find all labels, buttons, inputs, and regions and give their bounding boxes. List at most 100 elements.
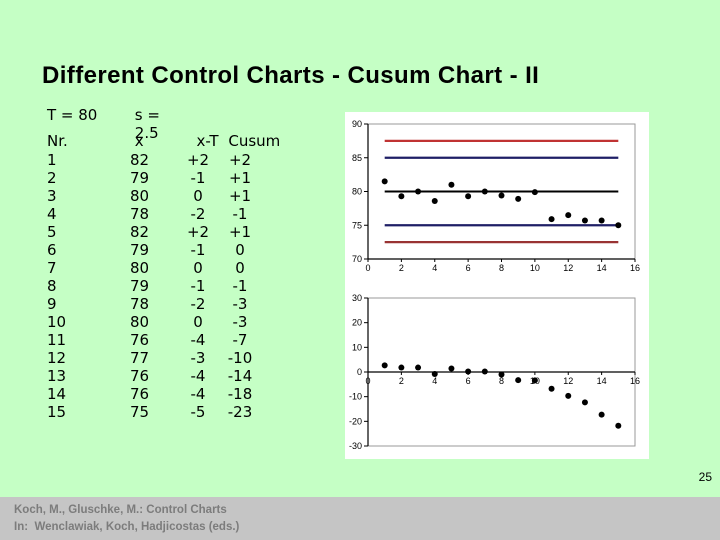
slide-title: Different Control Charts - Cusum Chart -…	[42, 62, 540, 89]
table-cell: 75	[130, 403, 150, 421]
svg-text:2: 2	[399, 376, 404, 386]
table-cell: 12	[47, 349, 67, 367]
footer-publisher: © Springer-Verlag, Berlin Heidelberg 201…	[384, 503, 716, 540]
svg-text:16: 16	[630, 376, 640, 386]
table-row: 8 79 -1 -1	[47, 277, 281, 295]
svg-text:14: 14	[597, 263, 607, 273]
svg-text:6: 6	[466, 263, 471, 273]
table-cell: 0	[235, 259, 245, 277]
table-cell: 78	[130, 295, 150, 313]
table-cell: -1	[232, 205, 248, 223]
table-cell: 7	[47, 259, 57, 277]
table-cell: -2	[190, 205, 206, 223]
table-cell: -3	[190, 349, 206, 367]
table-cell: 14	[47, 385, 67, 403]
svg-text:0: 0	[365, 263, 370, 273]
footer-citation: Koch, M., Gluschke, M.: Control Charts I…	[14, 502, 239, 536]
table-cell: +1	[228, 169, 252, 187]
table-cell: -1	[190, 169, 206, 187]
svg-text:-30: -30	[349, 441, 362, 451]
table-cell: 9	[47, 295, 57, 313]
table-cell: 1	[47, 151, 57, 169]
control-and-cusum-charts: 70758085900246810121416-30-20-1001020300…	[349, 119, 640, 451]
table-cell: -10	[227, 349, 253, 367]
table-row: 12 77 -3 -10	[47, 349, 281, 367]
svg-text:12: 12	[563, 376, 573, 386]
col-header-cusum: Cusum	[228, 132, 281, 150]
parameters-row: T = 80 s = 2.5	[47, 106, 281, 142]
table-cell: -2	[190, 295, 206, 313]
footer-citation-line2: In: Wenclawiak, Koch, Hadjicostas (eds.)	[14, 521, 240, 533]
table-cell: +2	[186, 223, 210, 241]
table-cell: 3	[47, 187, 57, 205]
table-cell: -4	[190, 331, 206, 349]
svg-text:80: 80	[352, 187, 362, 197]
svg-text:4: 4	[432, 376, 437, 386]
svg-text:30: 30	[352, 293, 362, 303]
table-header-row: Nr. x x-T Cusum	[47, 132, 281, 151]
page-number: 25	[698, 470, 712, 484]
table-cell: 79	[130, 169, 150, 187]
svg-text:85: 85	[352, 153, 362, 163]
table-cell: 76	[130, 385, 150, 403]
svg-text:10: 10	[530, 263, 540, 273]
table-row: 1 82 +2 +2	[47, 151, 281, 169]
table-cell: -3	[232, 313, 248, 331]
svg-text:6: 6	[466, 376, 471, 386]
col-header-x-minus-t: x-T	[196, 132, 219, 150]
table-cell: 80	[130, 259, 150, 277]
table-cell: 4	[47, 205, 57, 223]
table-cell: -1	[232, 277, 248, 295]
table-row: 5 82 +2 +1	[47, 223, 281, 241]
svg-text:14: 14	[597, 376, 607, 386]
table-cell: +2	[228, 151, 252, 169]
table-row: 15 75 -5 -23	[47, 403, 281, 421]
svg-text:8: 8	[499, 263, 504, 273]
table-body: 1 82 +2 +2 2 79 -1 +1 3 80 0 +1 4 78 -2 -1 5 82 +2 +1 6 79 -1 0…	[47, 151, 281, 421]
table-row: 10 80 0 -3	[47, 313, 281, 331]
svg-text:-10: -10	[349, 392, 362, 402]
table-cell: -1	[190, 241, 206, 259]
table-row: 9 78 -2 -3	[47, 295, 281, 313]
table-row: 3 80 0 +1	[47, 187, 281, 205]
footer-citation-line1: Koch, M., Gluschke, M.: Control Charts	[14, 504, 227, 516]
svg-text:90: 90	[352, 119, 362, 129]
table-cell: 6	[47, 241, 57, 259]
table-row: 7 80 0 0	[47, 259, 281, 277]
table-row: 13 76 -4 -14	[47, 367, 281, 385]
svg-text:12: 12	[563, 263, 573, 273]
svg-text:0: 0	[357, 367, 362, 377]
table-cell: 82	[130, 223, 150, 241]
svg-text:70: 70	[352, 254, 362, 264]
table-cell: -14	[227, 367, 253, 385]
table-cell: 13	[47, 367, 67, 385]
table-cell: 82	[130, 151, 150, 169]
table-cell: -4	[190, 385, 206, 403]
table-cell: -4	[190, 367, 206, 385]
svg-text:8: 8	[499, 376, 504, 386]
table-cell: 8	[47, 277, 57, 295]
param-target: T = 80	[47, 106, 98, 124]
table-row: 14 76 -4 -18	[47, 385, 281, 403]
table-cell: 5	[47, 223, 57, 241]
svg-text:75: 75	[352, 220, 362, 230]
svg-text:20: 20	[352, 318, 362, 328]
col-header-nr: Nr.	[47, 132, 68, 150]
table-cell: 76	[130, 331, 150, 349]
table-cell: 77	[130, 349, 150, 367]
svg-text:-20: -20	[349, 416, 362, 426]
table-cell: -3	[232, 295, 248, 313]
table-cell: 79	[130, 241, 150, 259]
table-cell: 0	[193, 313, 203, 331]
table-cell: 10	[47, 313, 67, 331]
table-cell: -5	[190, 403, 206, 421]
chart-panel: 70758085900246810121416-30-20-1001020300…	[345, 112, 649, 459]
table-row: 2 79 -1 +1	[47, 169, 281, 187]
table-row: 11 76 -4 -7	[47, 331, 281, 349]
table-cell: -18	[227, 385, 253, 403]
table-cell: 11	[47, 331, 67, 349]
svg-text:2: 2	[399, 263, 404, 273]
svg-text:4: 4	[432, 263, 437, 273]
table-cell: +1	[228, 223, 252, 241]
